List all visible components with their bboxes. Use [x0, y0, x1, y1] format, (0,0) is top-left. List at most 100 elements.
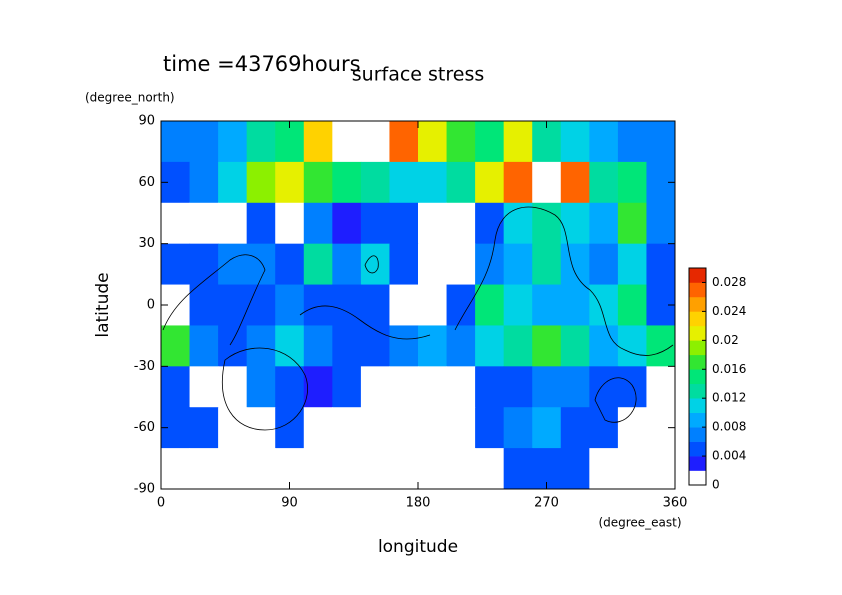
contour-cell: [303, 284, 333, 326]
x-tick-label: 360: [663, 496, 688, 511]
colorbar-tick-label: 0.016: [712, 362, 746, 376]
contour-cell: [446, 161, 476, 204]
contour-cell: [503, 243, 533, 286]
contour-cell: [532, 243, 562, 286]
contour-cell: [246, 325, 276, 367]
contour-cell: [446, 121, 476, 163]
contour-cell: [446, 243, 476, 286]
contour-cell: [303, 366, 333, 408]
coastlines: [162, 206, 674, 431]
coastline: [364, 255, 379, 274]
y-tick-label: 60: [138, 175, 155, 190]
contour-cell: [275, 325, 305, 367]
colorbar-tick-label: 0: [712, 478, 720, 492]
contour-cell: [589, 407, 619, 449]
contour-cell: [446, 407, 476, 449]
x-axis-label: longitude: [378, 537, 458, 557]
contour-cell: [360, 448, 390, 490]
contour-cell: [246, 161, 276, 204]
contour-cell: [303, 161, 333, 204]
colorbar-swatch: [689, 311, 706, 327]
coastline: [162, 254, 266, 346]
contour-cell: [189, 284, 219, 326]
contour-cell: [275, 366, 305, 408]
contour-cell: [589, 121, 619, 163]
contour-cell: [161, 448, 191, 490]
contour-cell: [332, 121, 362, 163]
y-tick-label: -90: [134, 482, 155, 497]
contour-cell: [246, 284, 276, 326]
contour-cell: [617, 121, 647, 163]
contour-cell: [589, 202, 619, 245]
contour-cell: [303, 407, 333, 449]
contour-cell: [332, 161, 362, 204]
contour-cell: [503, 202, 533, 245]
x-tick-label: 180: [406, 496, 431, 511]
x-tick-label: 270: [534, 496, 559, 511]
contour-cell: [246, 121, 276, 163]
contour-cell: [218, 202, 248, 245]
y-tick-label: 0: [147, 298, 155, 313]
contour-cell: [617, 202, 647, 245]
contour-cell: [646, 202, 676, 245]
contour-cell: [475, 161, 505, 204]
coastline: [299, 305, 431, 340]
contour-cell: [275, 243, 305, 286]
contour-cell: [161, 121, 191, 163]
contour-cell: [446, 366, 476, 408]
contour-field: [161, 121, 676, 490]
contour-cell: [189, 161, 219, 204]
colorbar-swatch: [689, 325, 706, 341]
contour-cell: [560, 202, 590, 245]
contour-cell: [389, 161, 419, 204]
y-axis-label: latitude: [93, 272, 113, 337]
contour-cell: [503, 448, 533, 490]
contour-cell: [246, 202, 276, 245]
contour-cell: [446, 325, 476, 367]
colorbar-tick-label: 0.028: [712, 275, 746, 289]
contour-cell: [475, 366, 505, 408]
contour-cell: [646, 243, 676, 286]
colorbar-tick-label: 0.008: [712, 420, 746, 434]
contour-cell: [246, 448, 276, 490]
x-unit: (degree_east): [598, 516, 681, 530]
contour-cell: [189, 448, 219, 490]
contour-cell: [303, 243, 333, 286]
contour-cell: [332, 325, 362, 367]
contour-cell: [617, 407, 647, 449]
colorbar-swatch: [689, 427, 706, 442]
contour-cell: [532, 161, 562, 204]
contour-cell: [532, 202, 562, 245]
contour-cell: [646, 325, 676, 367]
contour-cell: [189, 202, 219, 245]
contour-cell: [560, 407, 590, 449]
coastline: [222, 347, 308, 431]
colorbar-swatch: [689, 398, 706, 413]
colorbar-swatch: [689, 412, 706, 428]
contour-cell: [532, 325, 562, 367]
contour-cell: [560, 284, 590, 326]
contour-cell: [503, 325, 533, 367]
colorbar-swatch: [689, 268, 706, 283]
colorbar-tick-label: 0.012: [712, 391, 746, 405]
contour-cell: [189, 121, 219, 163]
contour-cell: [418, 121, 448, 163]
contour-cell: [389, 325, 419, 367]
contour-cell: [332, 448, 362, 490]
contour-cell: [332, 284, 362, 326]
colorbar-tick-label: 0.02: [712, 333, 739, 347]
contour-cell: [389, 202, 419, 245]
contour-cell: [532, 284, 562, 326]
contour-cell: [446, 202, 476, 245]
contour-cell: [617, 366, 647, 408]
contour-cell: [332, 366, 362, 408]
colorbar-swatch: [689, 456, 706, 471]
colorbar-swatch: [689, 369, 706, 385]
y-tick-label: 30: [138, 236, 155, 251]
contour-cell: [303, 121, 333, 163]
y-tick-label: 90: [138, 114, 155, 129]
contour-cell: [418, 407, 448, 449]
contour-cell: [389, 448, 419, 490]
contour-cell: [475, 202, 505, 245]
